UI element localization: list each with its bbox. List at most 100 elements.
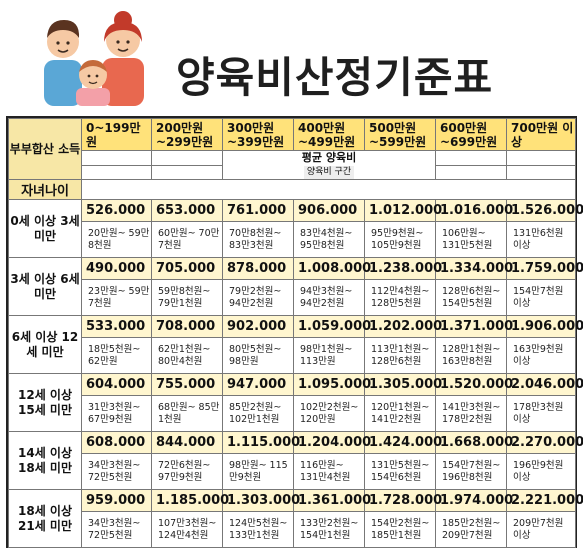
average-support-value: 2.046.000 xyxy=(506,373,583,396)
average-support-value: 1.008.000 xyxy=(293,257,371,280)
average-support-value: 708.000 xyxy=(151,315,223,338)
support-range-value: 102만2천원~ 120만원 xyxy=(293,395,365,432)
support-range-value: 68만원~ 85만1천원 xyxy=(151,395,223,432)
blank-cell xyxy=(506,164,576,180)
table-row: 18세 이상 21세 미만 959.000 1.185.000 1.303.000 1.… xyxy=(8,489,583,548)
average-support-value: 1.361.000 xyxy=(293,489,371,512)
average-support-value: 1.204.000 xyxy=(293,431,371,454)
average-support-header: 평균 양육비 양육비 구간 xyxy=(222,150,436,180)
average-support-value: 705.000 xyxy=(151,257,223,280)
average-support-label: 평균 양육비 xyxy=(301,151,357,164)
support-range-value: 131만5천원~ 154만6천원 xyxy=(364,453,436,490)
average-support-value: 1.303.000 xyxy=(222,489,300,512)
average-support-value: 1.095.000 xyxy=(293,373,371,396)
page-title: 양육비산정기준표 xyxy=(176,53,494,102)
age-group-label: 12세 이상 15세 미만 xyxy=(8,373,82,432)
average-support-value: 1.202.000 xyxy=(364,315,442,338)
support-range-value: 31만3천원~ 67만9천원 xyxy=(81,395,152,432)
blank-cell xyxy=(506,150,576,166)
average-support-value: 2.270.000 xyxy=(506,431,583,454)
blank-cell xyxy=(151,164,223,180)
support-range-value: 34만3천원~ 72만5천원 xyxy=(81,511,152,548)
blank-cell xyxy=(435,150,507,166)
support-range-value: 112만4천원~ 128만5천원 xyxy=(364,279,436,316)
average-support-value: 947.000 xyxy=(222,373,294,396)
support-range-value: 106만원~ 131만5천원 xyxy=(435,221,507,258)
support-range-value: 83만4천원~ 95만8천원 xyxy=(293,221,365,258)
blank-cell xyxy=(435,164,507,180)
average-support-value: 959.000 xyxy=(81,489,152,512)
income-col-4: 500만원 ~599만원 xyxy=(364,118,436,151)
support-range-value: 60만원~ 70만7천원 xyxy=(151,221,223,258)
average-support-value: 1.906.000 xyxy=(506,315,583,338)
support-range-value: 113만1천원~ 128만6천원 xyxy=(364,337,436,374)
average-support-value: 1.974.000 xyxy=(435,489,513,512)
support-range-value: 79만2천원~ 94만2천원 xyxy=(222,279,294,316)
average-support-value: 1.238.000 xyxy=(364,257,442,280)
table-row: 0세 이상 3세 미만 526.000 653.000 761.000 906.000 1… xyxy=(8,199,583,258)
child-support-table-frame: 부부합산 소득 0~199만원 200만원 ~299만원 300만원 ~399만… xyxy=(6,116,583,548)
age-group-label: 6세 이상 12세 미만 xyxy=(8,315,82,374)
average-support-value: 533.000 xyxy=(81,315,152,338)
average-support-value: 1.371.000 xyxy=(435,315,513,338)
table-row: 31만3천원~ 67만9천원 68만원~ 85만1천원 85만2천원~ 102만1천… xyxy=(9,395,576,432)
support-range-value: 133만2천원~ 154만1천원 xyxy=(293,511,365,548)
support-range-value: 62만1천원~ 80만4천원 xyxy=(151,337,223,374)
average-support-value: 490.000 xyxy=(81,257,152,280)
support-range-value: 116만원~ 131만4천원 xyxy=(293,453,365,490)
average-support-value: 906.000 xyxy=(293,199,365,222)
average-support-value: 1.526.000 xyxy=(506,199,583,222)
average-support-value: 1.059.000 xyxy=(293,315,371,338)
support-range-value: 209만7천원 이상 xyxy=(506,511,576,548)
table-row: 20만원~ 59만8천원 60만원~ 70만7천원 70만8천원~ 83만3천원 83… xyxy=(9,221,576,258)
average-support-value: 1.668.000 xyxy=(435,431,513,454)
income-col-5: 600만원 ~699만원 xyxy=(435,118,507,151)
support-range-value: 23만원~ 59만7천원 xyxy=(81,279,152,316)
average-support-value: 755.000 xyxy=(151,373,223,396)
average-support-value: 878.000 xyxy=(222,257,294,280)
table-row: 34만3천원~ 72만5천원 72만6천원~ 97만9천원 98만원~ 115만9천… xyxy=(9,453,576,490)
support-range-value: 18만5천원~ 62만원 xyxy=(81,337,152,374)
average-support-value: 1.728.000 xyxy=(364,489,442,512)
income-col-3: 400만원 ~499만원 xyxy=(293,118,365,151)
average-support-value: 1.115.000 xyxy=(222,431,300,454)
average-support-value: 1.759.000 xyxy=(506,257,583,280)
support-range-value: 196만9천원 이상 xyxy=(506,453,576,490)
corner-top-text: 부부합산 소득 xyxy=(9,142,81,156)
family-icon xyxy=(44,11,144,106)
support-range-value: 85만2천원~ 102만1천원 xyxy=(222,395,294,432)
table-row: 14세 이상 18세 미만 608.000 844.000 1.115.000 1.20… xyxy=(8,431,583,490)
table-row: 6세 이상 12세 미만 533.000 708.000 902.000 1.059.0… xyxy=(8,315,583,374)
average-support-value: 608.000 xyxy=(81,431,152,454)
support-range-value: 178만3천원 이상 xyxy=(506,395,576,432)
support-range-value: 34만3천원~ 72만5천원 xyxy=(81,453,152,490)
support-range-value: 131만6천원 이상 xyxy=(506,221,576,258)
average-support-value: 1.012.000 xyxy=(364,199,442,222)
age-group-label: 14세 이상 18세 미만 xyxy=(8,431,82,490)
support-range-value: 70만8천원~ 83만3천원 xyxy=(222,221,294,258)
average-support-value: 1.424.000 xyxy=(364,431,442,454)
average-support-value: 526.000 xyxy=(81,199,152,222)
support-range-value: 154만7천원 이상 xyxy=(506,279,576,316)
support-range-value: 95만9천원~ 105만9천원 xyxy=(364,221,436,258)
support-range-value: 128만1천원~ 163만8천원 xyxy=(435,337,507,374)
average-support-value: 2.221.000 xyxy=(506,489,583,512)
support-range-value: 163만9천원 이상 xyxy=(506,337,576,374)
blank-cell xyxy=(151,150,223,166)
table-row: 12세 이상 15세 미만 604.000 755.000 947.000 1.095.… xyxy=(8,373,583,432)
blank-cell xyxy=(81,150,152,166)
age-group-label: 3세 이상 6세 미만 xyxy=(8,257,82,316)
support-range-value: 98만1천원~ 113만원 xyxy=(293,337,365,374)
average-support-value: 1.520.000 xyxy=(435,373,513,396)
support-range-value: 141만3천원~ 178만2천원 xyxy=(435,395,507,432)
income-col-0: 0~199만원 xyxy=(81,118,152,151)
support-range-value: 154만2천원~ 185만1천원 xyxy=(364,511,436,548)
average-support-value: 1.305.000 xyxy=(364,373,442,396)
support-range-label: 양육비 구간 xyxy=(303,166,355,179)
support-range-value: 98만원~ 115만9천원 xyxy=(222,453,294,490)
income-col-6: 700만원 이상 xyxy=(506,118,576,151)
blank-cell xyxy=(81,179,576,200)
support-range-value: 80만5천원~ 98만원 xyxy=(222,337,294,374)
average-support-value: 653.000 xyxy=(151,199,223,222)
age-group-label: 18세 이상 21세 미만 xyxy=(8,489,82,548)
